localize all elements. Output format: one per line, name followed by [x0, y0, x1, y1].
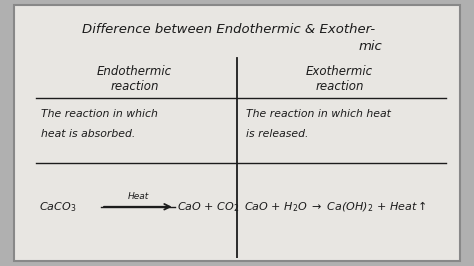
- Text: reaction: reaction: [315, 80, 364, 93]
- Text: The reaction in which heat: The reaction in which heat: [246, 109, 391, 119]
- Text: Difference between Endothermic & Exother-: Difference between Endothermic & Exother…: [82, 23, 374, 36]
- Text: CaCO$_3$: CaCO$_3$: [39, 200, 76, 214]
- Text: is released.: is released.: [246, 129, 309, 139]
- Text: CaO + CO$_2$: CaO + CO$_2$: [177, 200, 239, 214]
- Text: Endothermic: Endothermic: [97, 65, 172, 78]
- Text: mic: mic: [359, 40, 383, 53]
- Text: The reaction in which: The reaction in which: [41, 109, 158, 119]
- Text: reaction: reaction: [110, 80, 159, 93]
- Text: heat is absorbed.: heat is absorbed.: [41, 129, 136, 139]
- Text: Heat: Heat: [128, 192, 149, 201]
- Text: Exothermic: Exothermic: [306, 65, 373, 78]
- Text: CaO + H$_2$O $\rightarrow$ Ca(OH)$_2$ + Heat$\uparrow$: CaO + H$_2$O $\rightarrow$ Ca(OH)$_2$ + …: [244, 200, 426, 214]
